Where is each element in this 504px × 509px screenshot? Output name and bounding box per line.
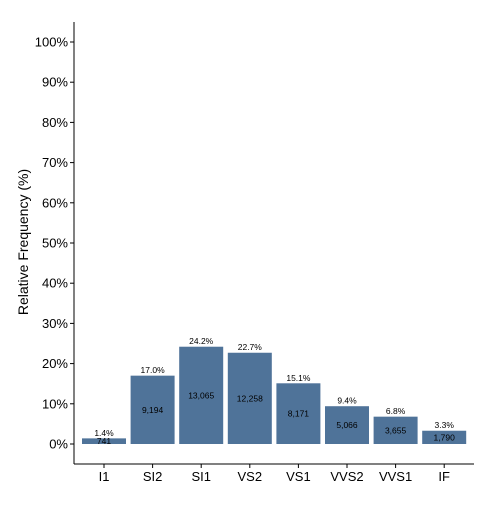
bar-count-label: 9,194 [142, 405, 164, 415]
bars-group: 1.4%741 17.0% 9,194 24.2% 13,065 22.7% 12,258 1… [82, 336, 467, 446]
bar-count-label: 5,066 [336, 420, 358, 430]
y-tick-label: 0% [49, 437, 68, 452]
x-tick-label: SI2 [143, 469, 163, 484]
y-tick-label: 20% [42, 356, 68, 371]
bar-percent-label: 15.1% [286, 373, 311, 383]
x-tick-label: VVS2 [330, 469, 363, 484]
bar-i1 [82, 438, 126, 444]
y-tick-label: 60% [42, 195, 68, 210]
bar-percent-label: 6.8% [386, 406, 406, 416]
x-axis-ticks: I1 SI2 SI1 VS2 VS1 VVS2 VVS1 IF [99, 464, 450, 484]
x-tick-label: VVS1 [379, 469, 412, 484]
bar-percent-label: 3.3% [435, 420, 455, 430]
y-axis-ticks: 0% 10% 20% 30% 40% 50% 60% 70% 80% 90% 100% [35, 35, 74, 452]
bar-percent-label: 9.4% [337, 396, 357, 406]
bar-percent-label: 17.0% [141, 365, 166, 375]
bar-vvs1 [373, 416, 418, 444]
bar-percent-label: 22.7% [238, 342, 263, 352]
x-tick-label: IF [438, 469, 450, 484]
bar-count-label: 1,790 [434, 432, 456, 442]
bar-count-label: 8,171 [288, 409, 310, 419]
y-tick-label: 30% [42, 316, 68, 331]
y-tick-label: 10% [42, 396, 68, 411]
bar-si1 [179, 346, 224, 444]
bar-si2 [130, 375, 175, 444]
bar-count-label: 3,655 [385, 425, 407, 435]
y-tick-label: 90% [42, 75, 68, 90]
y-axis-title: Relative Frequency (%) [8, 142, 38, 342]
bar-percent-label: 24.2% [189, 336, 214, 346]
y-tick-label: 40% [42, 276, 68, 291]
y-tick-label: 50% [42, 236, 68, 251]
bar-count-label: 13,065 [188, 390, 214, 400]
x-tick-label: I1 [99, 469, 110, 484]
y-axis-title-text: Relative Frequency (%) [15, 168, 31, 316]
y-tick-label: 80% [42, 115, 68, 130]
y-tick-label: 100% [35, 35, 69, 50]
x-tick-label: VS2 [238, 469, 263, 484]
bar-count-label: 741 [97, 436, 111, 446]
y-tick-label: 70% [42, 155, 68, 170]
x-tick-label: VS1 [286, 469, 311, 484]
bar-percent-label: 1.4% [94, 428, 114, 438]
x-tick-label: SI1 [191, 469, 211, 484]
bar-vs1 [276, 383, 321, 444]
bar-count-label: 12,258 [237, 393, 263, 403]
bar-vs2 [227, 352, 272, 444]
bar-vvs2 [325, 406, 369, 444]
bar-if [422, 430, 467, 444]
